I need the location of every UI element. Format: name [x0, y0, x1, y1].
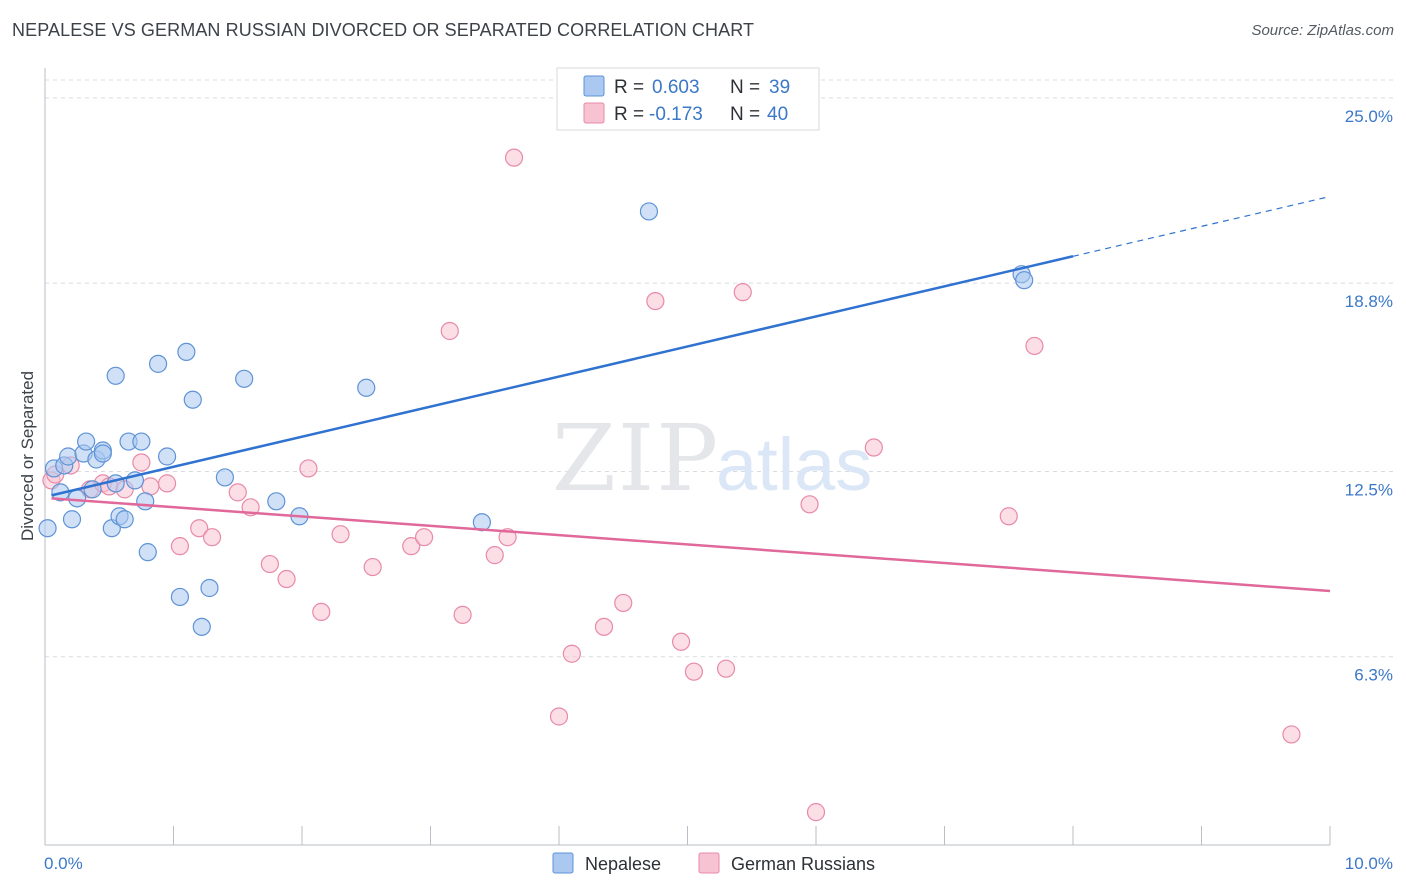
german-russians-point: [684, 662, 704, 681]
x-tick-label: 0.0%: [44, 854, 83, 873]
legend-german-russians-swatch: [698, 852, 720, 874]
nepalese-point: [192, 617, 211, 636]
german-russians-point: [594, 617, 614, 636]
german-russians-point: [402, 537, 421, 556]
stats-legend: R = 0.603 N = 39 R = -0.173 N = 40: [556, 67, 820, 131]
german-russians-point: [1282, 725, 1301, 744]
german-russians-swatch: [583, 102, 605, 124]
german-russians-point: [190, 519, 209, 538]
nepalese-points: [38, 202, 1034, 636]
nepalese-point: [62, 510, 82, 529]
y-tick-label: 12.5%: [1345, 480, 1393, 499]
nepalese-point: [136, 492, 155, 511]
german-russians-point: [312, 602, 331, 622]
german-n-value: 40: [767, 104, 788, 125]
nepalese-point: [138, 543, 157, 562]
nepalese-r-value: 0.603: [652, 77, 700, 98]
y-tick-labels: 6.3% 12.5% 18.8% 25.0%: [1345, 107, 1393, 685]
german-russians-point: [228, 483, 247, 502]
trend-lines: [51, 195, 1331, 593]
source-label: Source: ZipAtlas.com: [1251, 22, 1394, 39]
nepalese-point: [170, 587, 190, 607]
nepalese-point: [106, 366, 125, 385]
nepalese-point: [183, 390, 202, 409]
watermark: ZIP atlas: [552, 405, 872, 512]
nepalese-point: [132, 432, 151, 451]
nepalese-point: [68, 489, 87, 508]
german-russians-point: [453, 605, 472, 624]
nepalese-point: [1015, 271, 1034, 290]
german-russians-point: [549, 707, 569, 726]
nepalese-point: [148, 354, 168, 373]
nepalese-point: [639, 202, 659, 221]
german-russians-point: [864, 438, 883, 457]
watermark-atlas: atlas: [716, 423, 872, 506]
nepalese-n-value: 39: [769, 77, 790, 98]
nepalese-point: [177, 342, 196, 362]
x-tick-labels: 0.0% 10.0%: [44, 854, 1393, 873]
y-axis-label: Divorced or Separated: [18, 371, 37, 541]
german-n-label: N =: [730, 104, 760, 125]
y-tick-label: 18.8%: [1345, 292, 1393, 311]
german-russians-point: [440, 321, 459, 341]
axes: [44, 68, 1331, 846]
german-russians-point: [414, 528, 434, 547]
nepalese-point: [77, 432, 96, 451]
legend-nepalese-swatch: [552, 852, 574, 874]
chart-title: NEPALESE VS GERMAN RUSSIAN DIVORCED OR S…: [12, 20, 755, 40]
legend-nepalese-label: Nepalese: [585, 854, 661, 874]
nepalese-trend-extension: [1072, 195, 1331, 257]
german-r-value: -0.173: [649, 104, 703, 125]
nepalese-point: [235, 369, 254, 388]
nepalese-swatch: [583, 75, 605, 97]
nepalese-point: [267, 492, 286, 511]
german-russians-point: [646, 292, 665, 311]
nepalese-point: [200, 578, 219, 598]
y-tick-label: 6.3%: [1354, 666, 1393, 685]
german-russians-point: [157, 474, 177, 493]
german-russians-point: [331, 525, 350, 544]
german-r-label: R =: [614, 104, 644, 125]
german-russians-point: [1025, 336, 1044, 356]
german-russians-point: [800, 495, 819, 514]
german-russians-point: [716, 659, 736, 678]
german-russians-trend-line: [51, 497, 1331, 593]
series-legend: Nepalese German Russians: [552, 852, 875, 874]
german-russians-point: [277, 569, 296, 589]
nepalese-point: [215, 468, 234, 487]
german-russians-point: [260, 554, 279, 574]
nepalese-point: [38, 519, 57, 538]
nepalese-point: [93, 444, 112, 463]
nepalese-trend-line: [51, 255, 1074, 497]
nepalese-point: [59, 447, 78, 466]
german-russians-point: [806, 803, 826, 822]
nepalese-n-label: N =: [730, 77, 760, 98]
german-russians-point: [562, 644, 581, 663]
german-russians-point: [999, 507, 1018, 526]
nepalese-point: [106, 474, 125, 493]
nepalese-r-label: R =: [614, 77, 644, 98]
german-russians-point: [363, 557, 382, 577]
nepalese-point: [357, 378, 376, 397]
watermark-zip: ZIP: [552, 405, 720, 512]
german-russians-point: [614, 593, 633, 613]
german-russians-point: [671, 632, 691, 651]
x-tick-label: 10.0%: [1345, 854, 1393, 873]
nepalese-point: [115, 510, 134, 529]
german-russians-point: [733, 283, 752, 302]
legend-german-russians-label: German Russians: [731, 854, 875, 874]
german-russians-point: [504, 148, 524, 167]
german-russians-point: [485, 546, 504, 565]
y-tick-label: 25.0%: [1345, 107, 1393, 126]
german-russians-point: [202, 528, 222, 547]
grid-lines: [45, 79, 1395, 658]
german-russians-point: [132, 453, 151, 472]
german-russians-point: [299, 459, 318, 478]
german-russians-point: [170, 537, 190, 556]
nepalese-point: [157, 447, 177, 466]
